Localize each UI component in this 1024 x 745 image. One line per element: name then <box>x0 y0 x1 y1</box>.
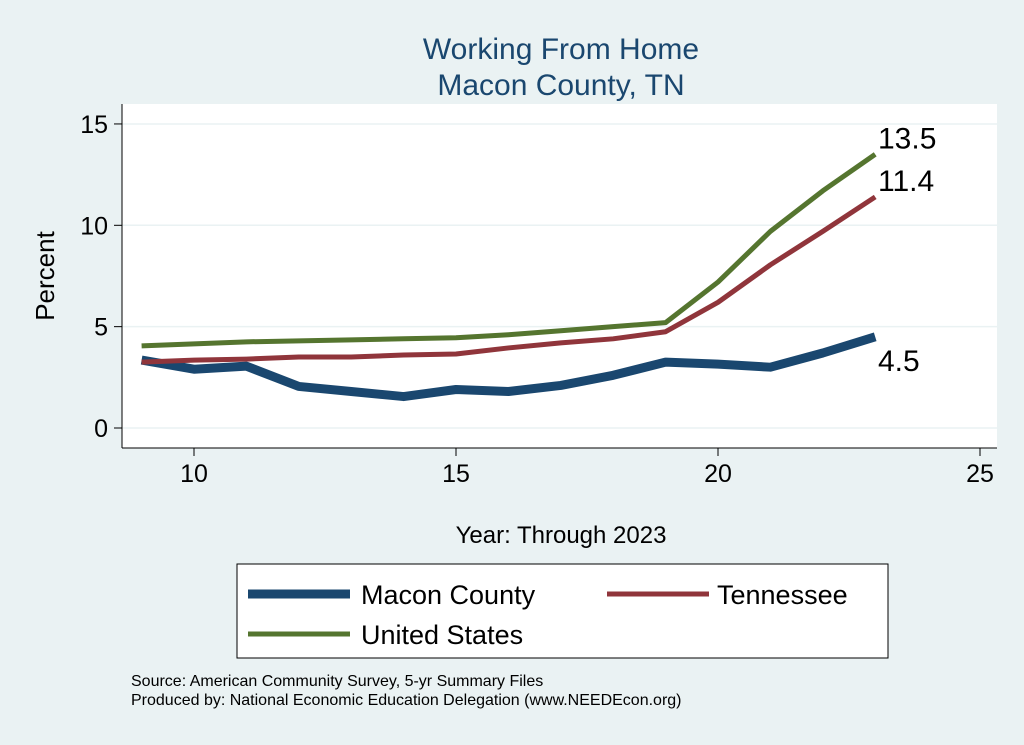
chart-subtitle: Macon County, TN <box>437 69 684 102</box>
end-label: 13.5 <box>878 122 936 155</box>
end-label: 11.4 <box>878 165 934 198</box>
x-axis-label: Year: Through 2023 <box>456 522 667 549</box>
x-tick-label: 20 <box>704 460 732 488</box>
y-axis-label: Percent <box>30 230 60 320</box>
x-tick-label: 15 <box>442 460 470 488</box>
y-tick-label: 0 <box>94 415 108 443</box>
plot-area <box>122 104 997 448</box>
producer-note: Produced by: National Economic Education… <box>131 692 682 709</box>
y-tick-label: 10 <box>80 212 108 240</box>
series-line-tennessee <box>141 194 877 365</box>
chart-title: Working From Home <box>423 33 699 66</box>
x-tick-label: 10 <box>180 460 208 488</box>
y-tick-label: 15 <box>80 111 108 139</box>
x-tick-label: 25 <box>966 460 994 488</box>
source-note: Source: American Community Survey, 5-yr … <box>131 673 544 690</box>
legend-label: Macon County <box>361 580 536 610</box>
legend-label: Tennessee <box>717 580 848 610</box>
series-line-united-states <box>141 152 877 349</box>
end-label: 4.5 <box>878 345 920 378</box>
series-line-macon-county <box>140 332 877 402</box>
legend-box <box>236 563 889 659</box>
legend-label: United States <box>361 620 523 650</box>
y-tick-label: 5 <box>94 314 108 342</box>
